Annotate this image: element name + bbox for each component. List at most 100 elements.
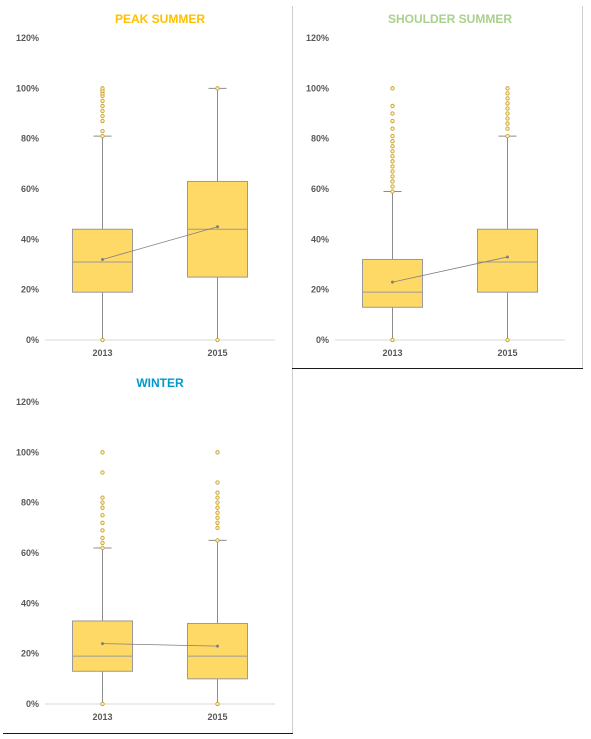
y-tick-label: 0% xyxy=(26,335,39,345)
box-iqr xyxy=(187,622,248,680)
y-tick-label: 40% xyxy=(21,598,39,608)
y-tick-label: 0% xyxy=(316,335,329,345)
chart-peak-summer: PEAK SUMMER 0% 20% 40% 60% 80% 100% 120% 2013 201… xyxy=(16,12,275,358)
bottom-border xyxy=(3,733,293,734)
whisker-end-point xyxy=(215,538,220,543)
outlier-point xyxy=(505,96,510,101)
outlier-point xyxy=(390,103,395,109)
outlier-point xyxy=(100,505,105,510)
outlier-point xyxy=(505,111,510,116)
y-tick-label: 20% xyxy=(21,285,39,295)
x-tick-label: 2013 xyxy=(382,348,402,358)
outlier-point xyxy=(215,520,220,525)
outlier-point xyxy=(505,126,510,131)
chart-title: PEAK SUMMER xyxy=(115,12,205,26)
outlier-point xyxy=(100,528,105,533)
outlier-point xyxy=(100,450,105,455)
outlier-point xyxy=(390,139,395,144)
whisker-end-point xyxy=(505,133,510,139)
x-tick-label: 2015 xyxy=(497,348,517,358)
outlier-point xyxy=(390,174,395,179)
whisker-end-point xyxy=(100,337,105,343)
whisker-end-point xyxy=(215,701,220,707)
outlier-point xyxy=(100,86,105,91)
outlier-point xyxy=(390,184,395,189)
y-tick-label: 60% xyxy=(21,548,39,558)
outlier-point xyxy=(390,159,395,164)
y-tick-label: 20% xyxy=(21,649,39,659)
outlier-point xyxy=(505,86,510,91)
mean-marker xyxy=(216,644,219,648)
outlier-point xyxy=(215,480,220,485)
y-tick-label: 60% xyxy=(21,184,39,194)
outlier-point xyxy=(390,86,395,91)
whisker-end-point xyxy=(100,545,105,551)
panel-divider-vertical xyxy=(292,6,293,369)
panel-divider-horizontal xyxy=(292,368,583,369)
y-tick-label: 120% xyxy=(306,33,329,43)
outlier-point xyxy=(215,510,220,515)
y-tick-label: 100% xyxy=(16,447,39,457)
outlier-point xyxy=(390,111,395,116)
outlier-point xyxy=(100,98,105,104)
outlier-point xyxy=(215,450,220,455)
outlier-point xyxy=(505,106,510,111)
y-tick-label: 80% xyxy=(21,134,39,144)
mean-line xyxy=(392,256,508,283)
x-tick-label: 2013 xyxy=(92,348,112,358)
outlier-point xyxy=(100,470,105,475)
outlier-point xyxy=(215,490,220,495)
y-tick-label: 80% xyxy=(311,134,329,144)
outlier-point xyxy=(100,500,105,505)
y-tick-label: 20% xyxy=(311,285,329,295)
outlier-point xyxy=(390,144,395,149)
y-tick-label: 40% xyxy=(21,234,39,244)
mean-marker xyxy=(101,257,104,261)
panel-divider-winter-right xyxy=(292,369,293,733)
outlier-point xyxy=(100,535,105,541)
outlier-point xyxy=(215,505,220,510)
outlier-point xyxy=(390,164,395,169)
outlier-point xyxy=(215,500,220,505)
outlier-point xyxy=(390,169,395,174)
mean-marker xyxy=(216,225,219,229)
whisker-end-point xyxy=(390,337,395,343)
y-tick-label: 60% xyxy=(311,184,329,194)
outlier-point xyxy=(100,513,105,518)
outlier-point xyxy=(100,128,105,134)
outlier-point xyxy=(390,126,395,131)
whisker-end-point xyxy=(215,337,220,343)
outlier-point xyxy=(390,133,395,139)
whisker-end-point xyxy=(100,701,105,707)
mean-line xyxy=(102,643,218,647)
outlier-point xyxy=(100,113,105,119)
chart-panel-peak-summer: PEAK SUMMER 0% 20% 40% 60% 80% 100% 120% 2013 201… xyxy=(3,6,291,365)
mean-marker xyxy=(391,280,394,284)
outlier-point xyxy=(390,118,395,124)
y-tick-label: 100% xyxy=(16,83,39,93)
mean-line xyxy=(102,226,218,260)
outlier-point xyxy=(390,149,395,154)
outlier-point xyxy=(215,525,220,530)
whisker-end-point xyxy=(100,133,105,139)
outlier-point xyxy=(505,101,510,106)
outlier-point xyxy=(505,121,510,126)
y-tick-label: 40% xyxy=(311,234,329,244)
chart-title: WINTER xyxy=(136,376,184,390)
mean-marker xyxy=(506,255,509,259)
outlier-point xyxy=(390,154,395,159)
box-iqr xyxy=(477,228,538,293)
y-tick-label: 120% xyxy=(16,397,39,407)
outlier-point xyxy=(100,520,105,525)
outlier-point xyxy=(100,540,105,546)
outlier-point xyxy=(505,116,510,121)
box-iqr xyxy=(72,620,133,672)
whisker-end-point xyxy=(390,189,395,194)
chart-panel-shoulder-summer: SHOULDER SUMMER 0% 20% 40% 60% 80% 100% 120% 201… xyxy=(293,6,581,365)
y-tick-label: 120% xyxy=(16,33,39,43)
x-tick-label: 2015 xyxy=(207,712,227,722)
y-tick-label: 80% xyxy=(21,498,39,508)
panel-divider-right-edge xyxy=(582,6,583,369)
outlier-point xyxy=(100,118,105,124)
whisker-end-point xyxy=(505,337,510,343)
